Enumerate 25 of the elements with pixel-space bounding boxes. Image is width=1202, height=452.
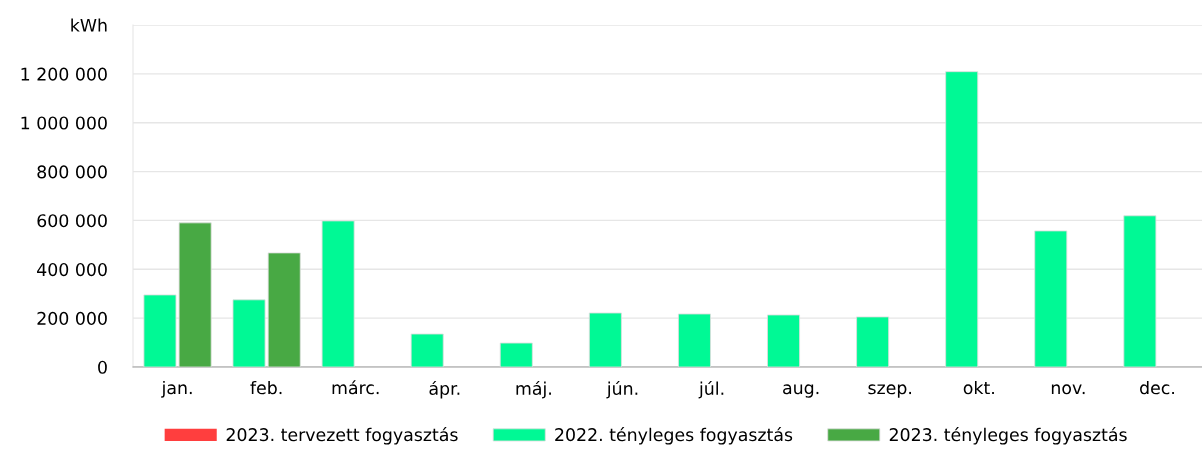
bar — [499, 342, 533, 367]
y-tick-label: 600 000 — [37, 214, 107, 228]
y-tick-label: 400 000 — [37, 263, 107, 277]
x-tick-label: máj. — [516, 380, 551, 399]
legend-label: 2023. tervezett fogyasztás — [226, 427, 458, 445]
legend-label: 2023. tényleges fogyasztás — [889, 427, 1127, 445]
x-tick-label: aug. — [783, 384, 819, 398]
x-tick-label: márc. — [332, 380, 379, 395]
y-tick-label: 1 200 000 — [21, 67, 107, 81]
legend-label: 2022. tényleges fogyasztás — [555, 427, 793, 445]
y-tick-label: 1 000 000 — [21, 116, 107, 130]
x-tick-label: feb. — [250, 380, 282, 395]
x-tick-label: okt. — [963, 380, 994, 395]
x-tick-label: nov. — [1051, 384, 1085, 395]
x-tick-label: szep. — [868, 384, 912, 398]
y-tick-label: kWh — [71, 18, 107, 32]
y-tick-label: 0 — [98, 360, 107, 374]
y-tick-label: 800 000 — [37, 165, 107, 179]
x-tick-label: ápr. — [429, 380, 460, 399]
bar — [410, 333, 444, 367]
y-tick-label: 200 000 — [37, 311, 107, 325]
x-tick-label: júl. — [698, 380, 724, 399]
x-tick-label: jún. — [606, 380, 638, 399]
x-tick-label: jan. — [161, 380, 192, 398]
x-tick-label: dec. — [1140, 380, 1174, 395]
